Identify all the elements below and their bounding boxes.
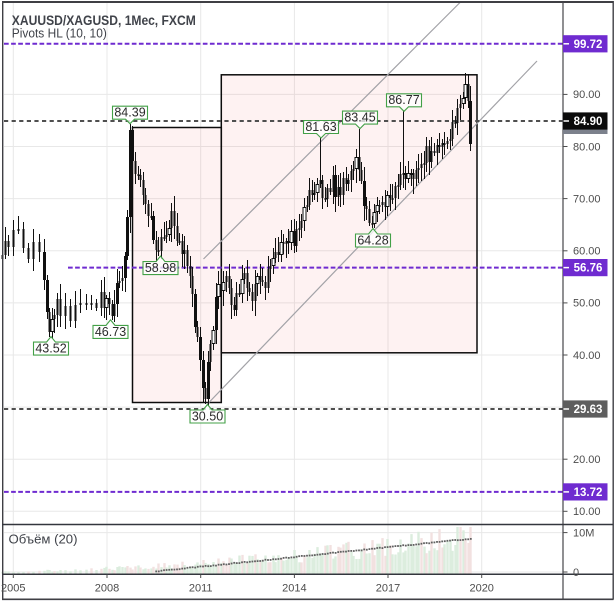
svg-text:80.00: 80.00 — [573, 141, 601, 153]
svg-text:99.72: 99.72 — [574, 39, 603, 51]
svg-text:2020: 2020 — [469, 583, 493, 595]
svg-text:2008: 2008 — [95, 583, 119, 595]
svg-text:81.63: 81.63 — [305, 120, 336, 134]
svg-text:30.50: 30.50 — [192, 409, 223, 423]
svg-text:46.73: 46.73 — [95, 325, 126, 339]
svg-text:50.00: 50.00 — [573, 298, 601, 310]
svg-text:64.28: 64.28 — [357, 233, 388, 247]
svg-text:58.98: 58.98 — [145, 261, 176, 275]
svg-text:83.45: 83.45 — [344, 111, 375, 125]
svg-text:10M: 10M — [573, 527, 594, 539]
svg-text:0: 0 — [573, 567, 579, 579]
svg-text:40.00: 40.00 — [573, 350, 601, 362]
svg-text:10.00: 10.00 — [573, 506, 601, 518]
svg-text:2017: 2017 — [376, 583, 400, 595]
svg-text:20.00: 20.00 — [573, 454, 601, 466]
svg-text:70.00: 70.00 — [573, 193, 601, 205]
svg-text:2011: 2011 — [189, 583, 213, 595]
svg-text:43.52: 43.52 — [35, 342, 66, 356]
svg-text:Pivots HL (10, 10): Pivots HL (10, 10) — [12, 26, 107, 41]
svg-text:56.76: 56.76 — [574, 263, 603, 275]
svg-text:29.63: 29.63 — [574, 404, 603, 416]
svg-text:Объём (20): Объём (20) — [9, 533, 78, 547]
svg-text:90.00: 90.00 — [573, 89, 601, 101]
svg-text:84.90: 84.90 — [574, 116, 603, 128]
svg-text:84.39: 84.39 — [114, 106, 145, 120]
svg-text:2005: 2005 — [1, 583, 25, 595]
svg-text:86.77: 86.77 — [388, 93, 419, 107]
svg-text:2014: 2014 — [282, 583, 306, 595]
svg-text:XAUUSD/XAGUSD, 1Мес, FXCM: XAUUSD/XAGUSD, 1Мес, FXCM — [12, 12, 196, 28]
svg-text:60.00: 60.00 — [573, 246, 601, 258]
svg-text:13.72: 13.72 — [574, 487, 603, 499]
